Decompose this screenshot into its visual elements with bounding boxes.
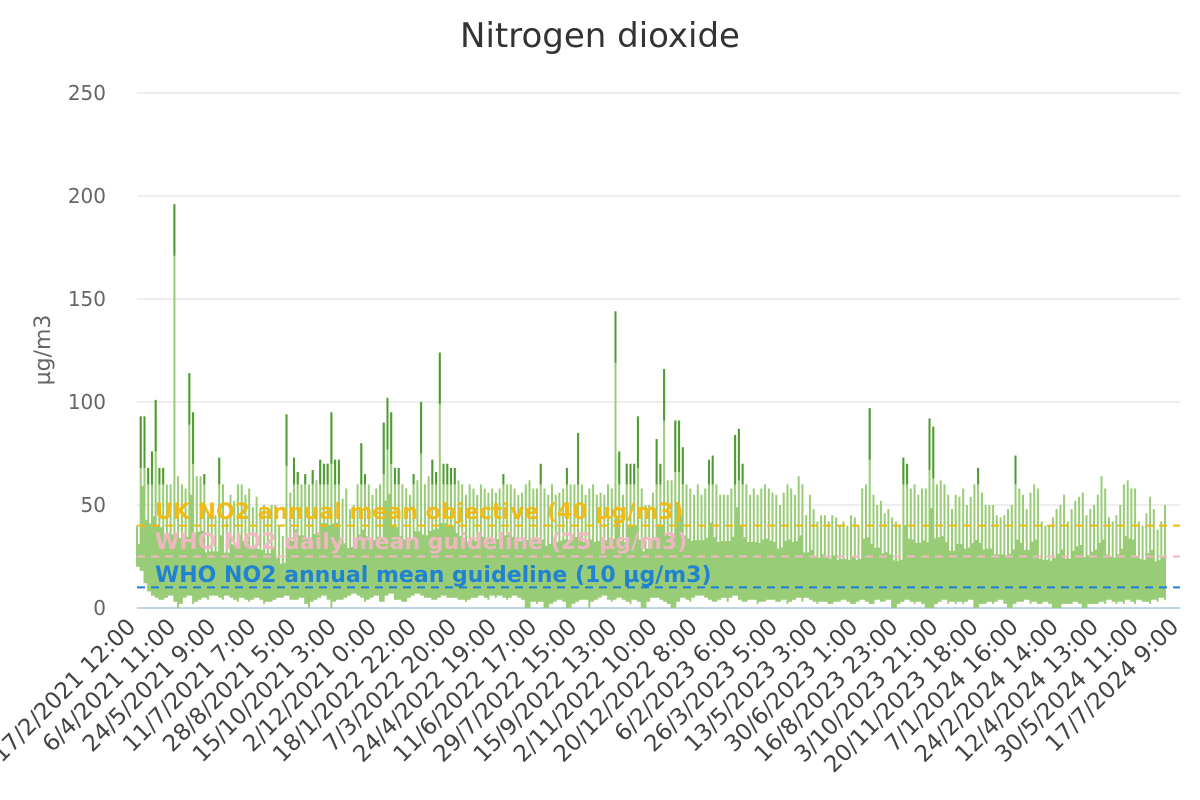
chart-title: Nitrogen dioxide	[460, 16, 740, 56]
y-tick-label-0: 0	[93, 596, 106, 620]
y-axis-ticks: 0 50 100 150 200 250	[68, 81, 106, 620]
threshold-label-0: UK NO2 annual mean objective (40 µg/m3)	[155, 500, 683, 525]
threshold-label-1: WHO NO2 daily mean guideline (25 µg/m3)	[155, 530, 687, 555]
series-layer	[136, 204, 1166, 608]
grid-lines	[137, 92, 1180, 609]
threshold-label-2: WHO NO2 annual mean guideline (10 µg/m3)	[155, 563, 712, 588]
y-tick-label-200: 200	[68, 184, 106, 208]
y-tick-label-100: 100	[68, 390, 106, 414]
threshold-layer: UK NO2 annual mean objective (40 µg/m3) W…	[137, 500, 1180, 589]
y-axis-label: µg/m3	[31, 315, 56, 386]
series-band-0	[136, 204, 1166, 608]
y-tick-label-150: 150	[68, 287, 106, 311]
y-tick-label-250: 250	[68, 81, 106, 105]
y-tick-label-50: 50	[81, 493, 106, 517]
